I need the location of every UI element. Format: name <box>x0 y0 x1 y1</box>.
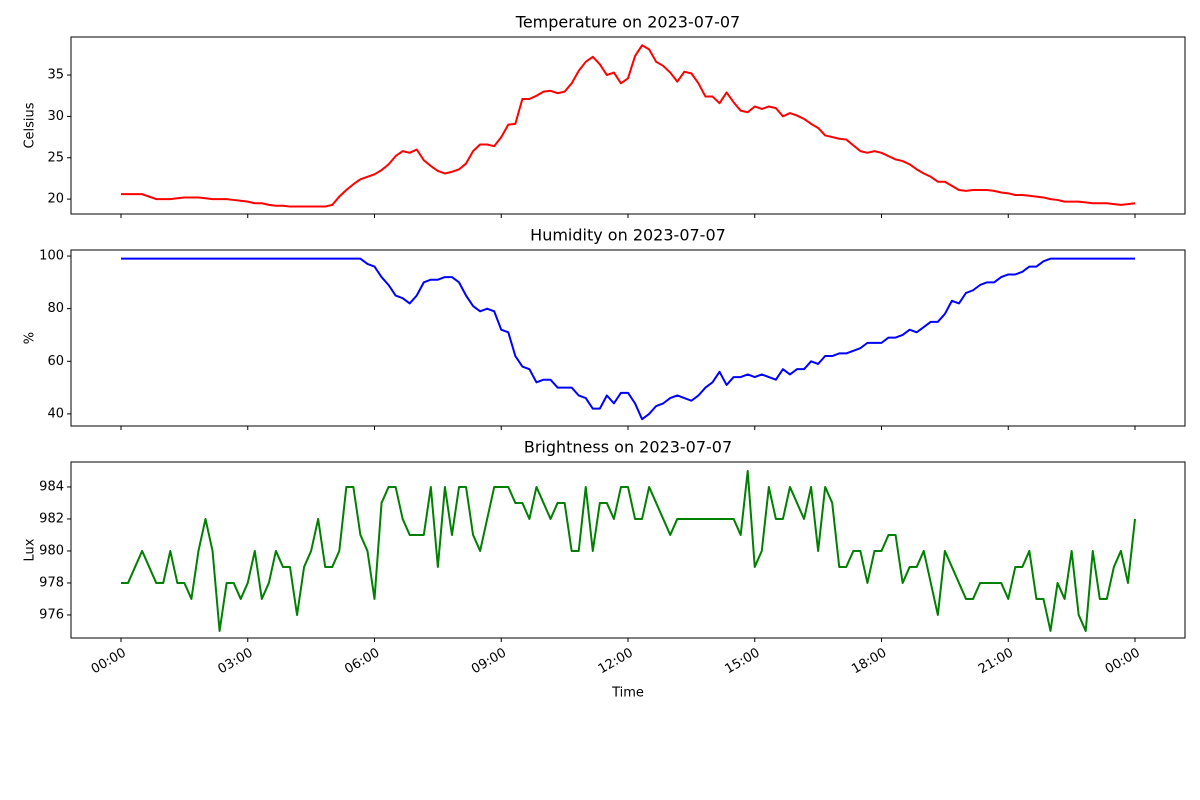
y-tick-label: 980 <box>39 543 64 558</box>
y-axis-label: Celsius <box>23 102 38 148</box>
y-tick-label: 982 <box>39 511 64 526</box>
y-tick-label: 35 <box>47 68 64 83</box>
y-axis-label: % <box>23 332 38 344</box>
y-tick-label: 100 <box>39 249 64 264</box>
y-tick-label: 978 <box>39 575 64 590</box>
x-tick-label: 00:00 <box>89 646 129 678</box>
y-tick-label: 25 <box>47 150 64 165</box>
chart-title: Brightness on 2023-07-07 <box>524 438 732 457</box>
x-axis-label: Time <box>611 686 644 701</box>
chart-title: Humidity on 2023-07-07 <box>530 226 726 245</box>
data-line <box>121 257 1135 421</box>
x-tick-label: 03:00 <box>216 646 256 678</box>
data-line <box>121 469 1136 632</box>
chart-title: Temperature on 2023-07-07 <box>515 13 740 32</box>
plot-frame <box>70 249 1186 427</box>
y-axis-label: Lux <box>23 538 38 561</box>
y-tick-label: 40 <box>47 406 64 421</box>
y-tick-label: 976 <box>39 607 64 622</box>
y-tick-label: 80 <box>47 301 64 316</box>
x-tick-label: 09:00 <box>469 646 509 678</box>
x-tick-label: 15:00 <box>723 646 763 678</box>
x-tick-label: 21:00 <box>976 646 1016 678</box>
y-tick-label: 20 <box>47 192 64 207</box>
x-tick-label: 06:00 <box>342 646 382 678</box>
plot-frame <box>70 36 1186 215</box>
y-tick-label: 60 <box>47 354 64 369</box>
x-tick-label: 00:00 <box>1103 646 1143 678</box>
x-tick-label: 12:00 <box>596 646 636 678</box>
x-tick-label: 18:00 <box>849 646 889 678</box>
y-tick-label: 984 <box>39 479 64 494</box>
y-tick-label: 30 <box>47 109 64 124</box>
data-line <box>121 44 1136 208</box>
